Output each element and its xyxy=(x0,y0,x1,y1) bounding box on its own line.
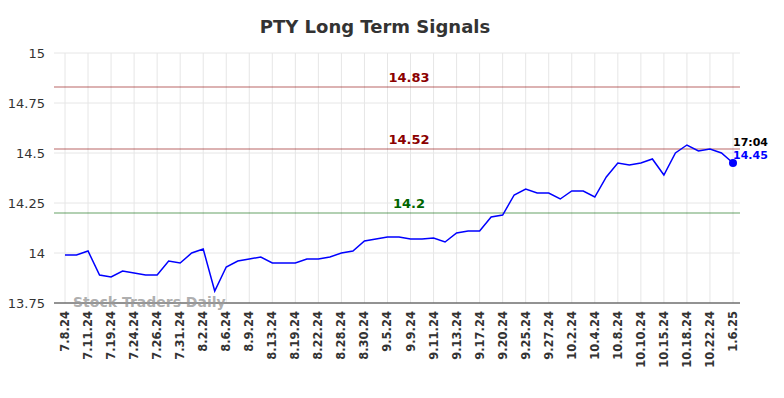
x-tick-label: 7.19.24 xyxy=(104,311,118,360)
grid-line-x xyxy=(318,53,319,303)
grid-line-x xyxy=(387,53,388,303)
grid-line-x xyxy=(226,53,227,303)
grid-line-x xyxy=(410,53,411,303)
x-tick-label: 7.31.24 xyxy=(173,311,187,360)
x-tick-label: 10.10.24 xyxy=(634,311,648,368)
x-tick-label: 8.28.24 xyxy=(334,311,348,360)
x-tick-label: 9.25.24 xyxy=(519,311,533,360)
x-tick-label: 9.27.24 xyxy=(542,311,556,360)
x-tick-label: 10.8.24 xyxy=(611,311,625,360)
x-tick-label: 7.8.24 xyxy=(58,311,72,352)
x-tick-label: 10.2.24 xyxy=(565,311,579,360)
price-line xyxy=(65,145,733,291)
signal-label: 14.83 xyxy=(388,70,429,85)
grid-line-x xyxy=(249,53,250,303)
x-tick-label: 9.11.24 xyxy=(427,311,441,360)
y-tick-label: 14.5 xyxy=(16,146,45,161)
x-tick-label: 10.4.24 xyxy=(588,311,602,360)
x-tick-label: 10.18.24 xyxy=(680,311,694,368)
signal-label: 14.2 xyxy=(393,196,425,211)
x-tick-label: 1.6.25 xyxy=(726,311,740,352)
grid-line-x xyxy=(548,53,549,303)
grid-line-x xyxy=(709,53,710,303)
grid-line-x xyxy=(525,53,526,303)
time-label: 17:04 xyxy=(733,136,768,149)
x-tick-label: 8.30.24 xyxy=(357,311,371,360)
x-tick-label: 8.2.24 xyxy=(196,311,210,352)
grid-line-x xyxy=(134,53,135,303)
grid-line-x xyxy=(295,53,296,303)
chart: PTY Long Term Signals 13.75 14 14.25 14.5 14.… xyxy=(0,0,784,398)
watermark: Stock Traders Daily xyxy=(73,294,226,310)
x-tick-label: 9.9.24 xyxy=(404,311,418,352)
grid-line-x xyxy=(686,53,687,303)
x-tick-label: 9.20.24 xyxy=(496,311,510,360)
grid-line-x xyxy=(111,53,112,303)
x-tick-label: 9.13.24 xyxy=(450,311,464,360)
plot-area xyxy=(54,87,740,291)
grid-line-x xyxy=(180,53,181,303)
x-tick-label: 9.5.24 xyxy=(380,311,394,352)
grid-line-x xyxy=(65,53,66,303)
y-tick-label: 15 xyxy=(28,46,45,61)
x-tick-label: 7.24.24 xyxy=(127,311,141,360)
grid-line-x xyxy=(272,53,273,303)
x-tick-label: 9.17.24 xyxy=(473,311,487,360)
y-tick-label: 14.75 xyxy=(8,96,45,111)
x-tick-label: 8.9.24 xyxy=(242,311,256,352)
x-tick-label: 8.13.24 xyxy=(265,311,279,360)
x-tick-label: 7.11.24 xyxy=(81,311,95,360)
y-tick-label: 14 xyxy=(28,246,45,261)
x-tick-label: 8.19.24 xyxy=(288,311,302,360)
signal-line xyxy=(54,148,740,150)
x-tick-label: 7.26.24 xyxy=(150,311,164,360)
value-label: 14.45 xyxy=(733,149,768,162)
grid-line-x xyxy=(502,53,503,303)
grid-line-x xyxy=(733,53,734,303)
signal-label: 14.52 xyxy=(388,132,429,147)
grid-line-x xyxy=(364,53,365,303)
grid-line-x xyxy=(594,53,595,303)
x-tick-label: 8.22.24 xyxy=(311,311,325,360)
grid-line-x xyxy=(640,53,641,303)
signal-line xyxy=(54,212,740,214)
y-tick-label: 13.75 xyxy=(8,296,45,311)
grid-line-x xyxy=(157,53,158,303)
grid-line-x xyxy=(617,53,618,303)
y-tick-label: 14.25 xyxy=(8,196,45,211)
grid-line-x xyxy=(203,53,204,303)
x-tick-label: 10.22.24 xyxy=(703,311,717,368)
x-tick-label: 8.6.24 xyxy=(219,311,233,352)
x-tick-label: 10.15.24 xyxy=(657,311,671,368)
grid-line-x xyxy=(663,53,664,303)
grid-line-x xyxy=(433,53,434,303)
title: PTY Long Term Signals xyxy=(260,16,490,37)
signal-line xyxy=(54,86,740,88)
grid-line-x xyxy=(479,53,480,303)
grid-line-x xyxy=(456,53,457,303)
grid-line-x xyxy=(341,53,342,303)
grid-line-x xyxy=(571,53,572,303)
grid-line-x xyxy=(88,53,89,303)
